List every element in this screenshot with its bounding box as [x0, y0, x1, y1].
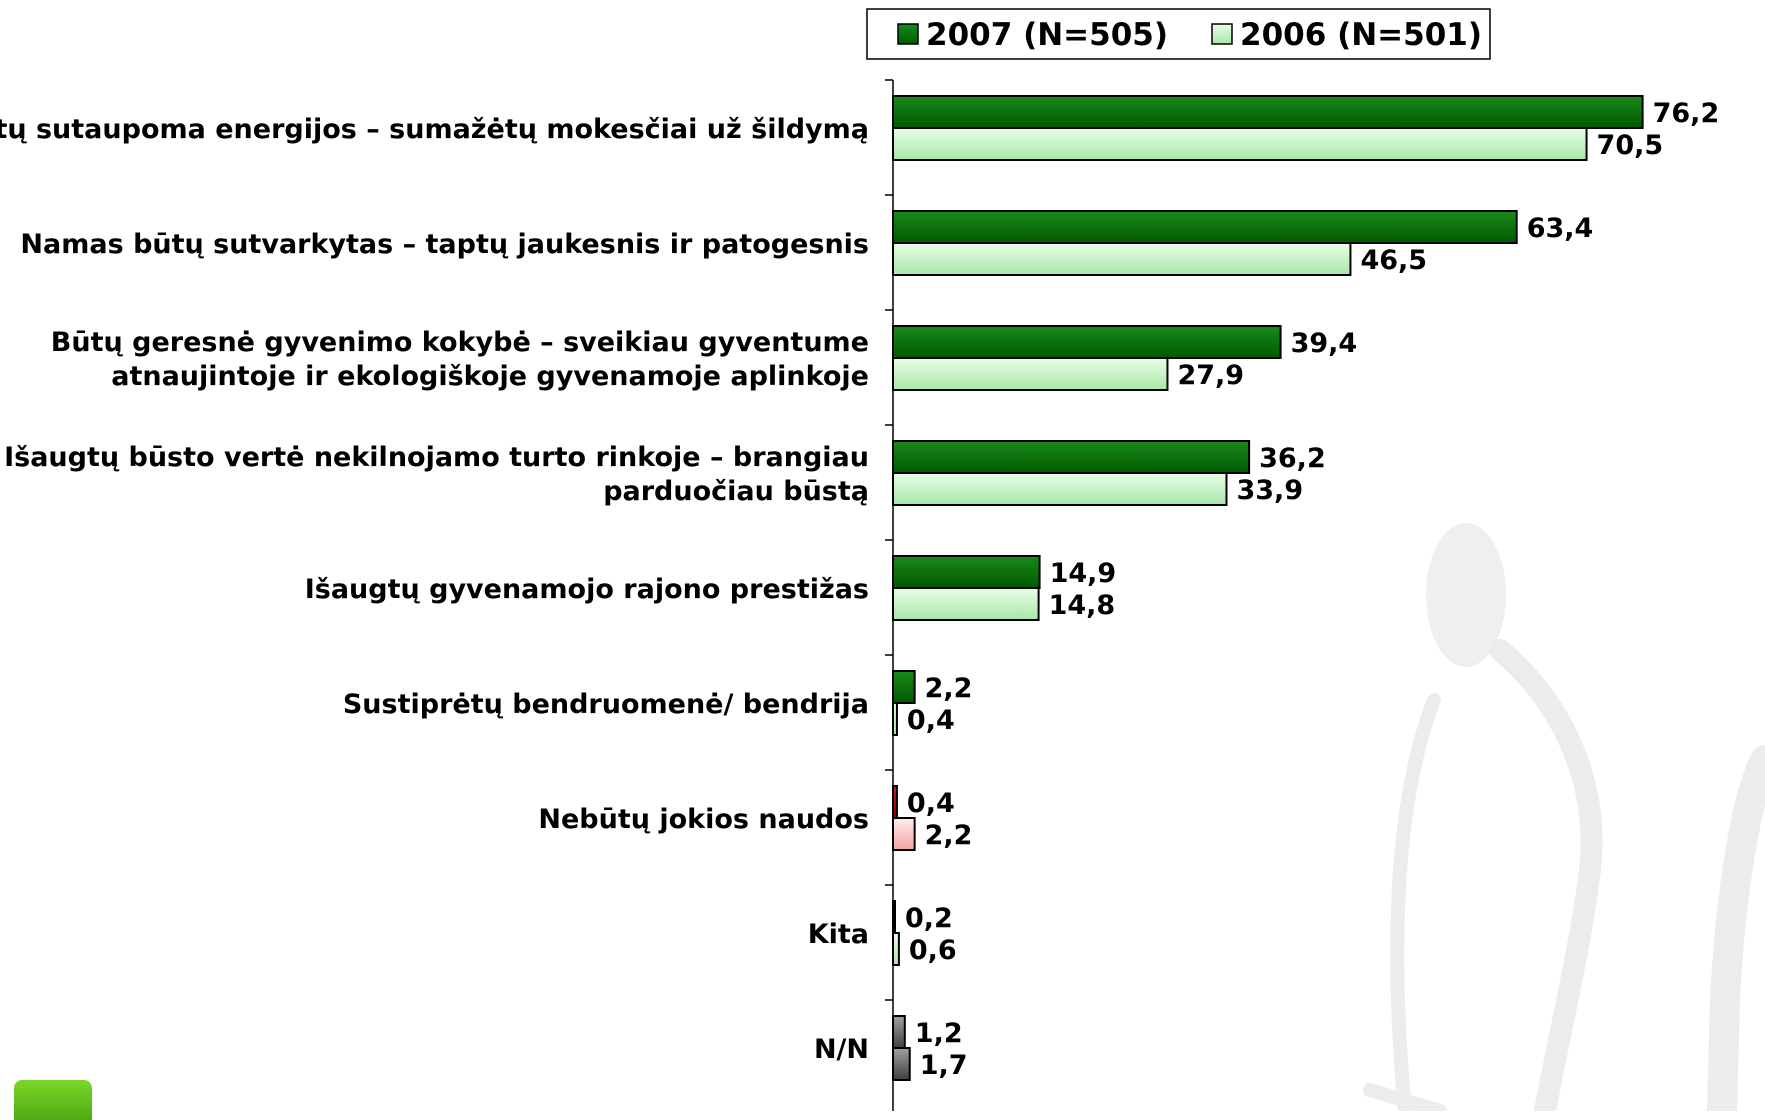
bar-2007 [892, 1015, 906, 1049]
background-figure-watermark [1363, 523, 1765, 1111]
bar-2007 [892, 670, 916, 704]
category-label-line: Kita [808, 919, 869, 950]
category-label-line: parduočiau būstą [603, 476, 869, 507]
category-label-line: N/N [814, 1034, 869, 1065]
bar-2007 [892, 325, 1282, 359]
data-label: 0,6 [909, 935, 957, 966]
bar-2006 [892, 932, 900, 966]
data-label: 2,2 [925, 820, 973, 851]
category-label: Būtų geresnė gyvenimo kokybė – sveikiau … [51, 327, 869, 392]
category-label-line: Būtų geresnė gyvenimo kokybė – sveikiau … [51, 327, 869, 358]
category-label: Išaugtų gyvenamojo rajono prestižas [305, 574, 869, 605]
category-label: Kita [808, 919, 869, 950]
data-label: 0,4 [907, 788, 955, 819]
data-label: 14,8 [1049, 590, 1116, 621]
bar-2006 [892, 1047, 911, 1081]
data-label: 36,2 [1259, 443, 1326, 474]
bar-2006 [892, 472, 1228, 506]
bar-2006 [892, 242, 1352, 276]
legend-label: 2007 (N=505) [926, 17, 1168, 53]
bar-2007 [892, 900, 896, 934]
bar-2007 [892, 440, 1251, 474]
category-label-line: Nebūtų jokios naudos [538, 804, 869, 835]
category-label-line: Išaugtų gyvenamojo rajono prestižas [305, 574, 869, 605]
category-label: Nebūtų jokios naudos [538, 804, 869, 835]
legend-label: 2006 (N=501) [1240, 17, 1482, 53]
legend-swatch-2006 [1211, 23, 1233, 45]
bar-2006 [892, 702, 898, 736]
logo-mark [14, 1080, 92, 1120]
bar-2007 [892, 555, 1041, 589]
category-label: N/N [814, 1034, 869, 1065]
bar-2006 [892, 127, 1588, 161]
data-label: 14,9 [1050, 558, 1117, 589]
data-label: 70,5 [1597, 130, 1664, 161]
category-label: Namas būtų sutvarkytas – taptų jaukesnis… [20, 229, 869, 260]
category-label-line: Namas būtų sutvarkytas – taptų jaukesnis… [20, 229, 869, 260]
bar-2006 [892, 357, 1169, 391]
bar-2006 [892, 587, 1040, 621]
category-label-line: Išaugtų būsto vertė nekilnojamo turto ri… [4, 442, 869, 473]
data-label: 27,9 [1177, 360, 1244, 391]
legend-box [866, 8, 1491, 60]
category-label-line: Būtų sutaupoma energijos – sumažėtų moke… [0, 114, 869, 145]
category-label: Išaugtų būsto vertė nekilnojamo turto ri… [4, 442, 869, 507]
data-label: 76,2 [1653, 98, 1720, 129]
bar-2007 [892, 95, 1644, 129]
bar-2006 [892, 817, 916, 851]
data-label: 1,2 [915, 1018, 963, 1049]
legend-swatch-2007 [897, 23, 919, 45]
category-label-line: atnaujintoje ir ekologiškoje gyvenamoje … [111, 361, 869, 392]
bar-2007 [892, 210, 1518, 244]
data-label: 0,2 [905, 903, 953, 934]
category-label-line: Sustiprėtų bendruomenė/ bendrija [343, 689, 869, 720]
data-label: 63,4 [1527, 213, 1594, 244]
category-label: Būtų sutaupoma energijos – sumažėtų moke… [0, 114, 869, 145]
data-label: 39,4 [1291, 328, 1358, 359]
data-label: 46,5 [1360, 245, 1427, 276]
category-label: Sustiprėtų bendruomenė/ bendrija [343, 689, 869, 720]
data-label: 0,4 [907, 705, 955, 736]
data-label: 2,2 [925, 673, 973, 704]
data-label: 33,9 [1236, 475, 1303, 506]
bar-2007 [892, 785, 898, 819]
data-label: 1,7 [920, 1050, 968, 1081]
